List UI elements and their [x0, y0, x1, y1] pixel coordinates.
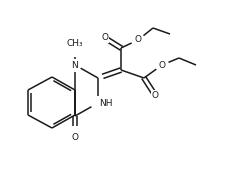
- Text: O: O: [151, 90, 158, 99]
- Text: NH: NH: [99, 98, 113, 107]
- Text: O: O: [158, 61, 166, 70]
- Text: O: O: [72, 133, 78, 142]
- Text: O: O: [134, 36, 142, 44]
- Text: N: N: [72, 61, 78, 70]
- Text: CH₃: CH₃: [67, 39, 83, 48]
- Text: O: O: [102, 33, 108, 42]
